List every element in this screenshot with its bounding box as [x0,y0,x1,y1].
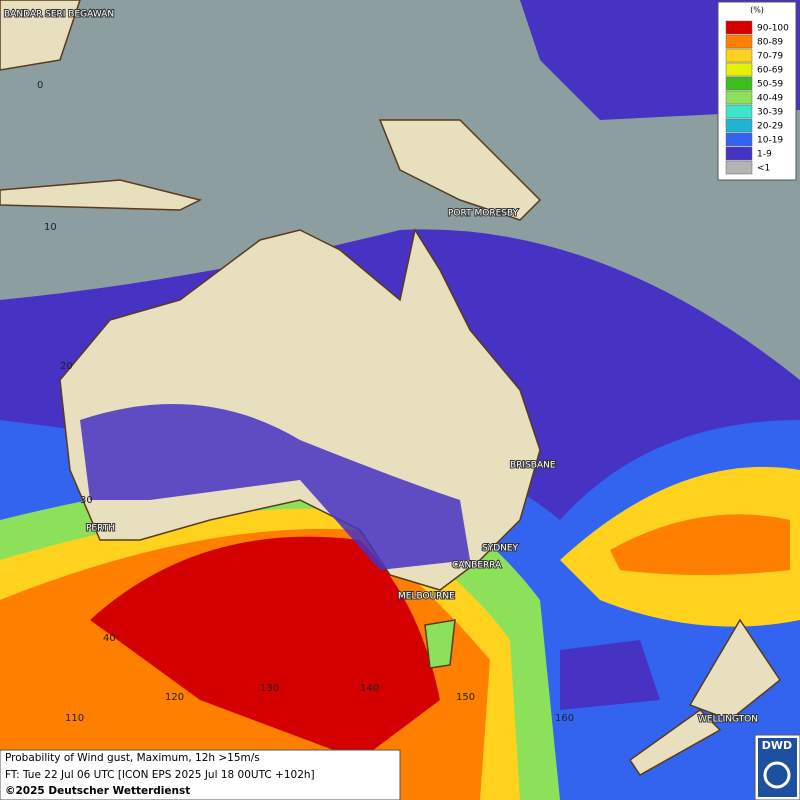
city-label: MELBOURNE [398,592,455,602]
city-label: SYDNEY [482,544,519,554]
lat-label: 40 [103,633,116,644]
legend-title: (%) [750,6,764,15]
legend-swatch [725,90,753,105]
city-label: PORT MORESBY [448,209,519,219]
city-label: BANDAR SERI BEGAWAN [4,10,114,20]
legend-swatch [725,104,753,119]
legend-label: 60-69 [757,66,783,76]
band-inland [80,404,470,570]
tasmania [424,619,456,669]
legend-label: <1 [757,164,770,174]
legend-label: 90-100 [757,24,789,34]
legend-swatch [725,20,753,35]
logo-icon [763,761,791,789]
legend-swatch [725,48,753,63]
legend-swatch [725,62,753,77]
band-90-100 [90,536,440,760]
legend-swatch [725,160,753,175]
legend-swatch [725,132,753,147]
city-label: CANBERRA [452,561,502,571]
legend-label: 1-9 [757,150,772,160]
indonesia [0,179,203,211]
city-label: BRISBANE [510,461,556,471]
logo-text: DWD [762,739,792,752]
city-label: WELLINGTON [698,715,758,725]
legend-label: 50-59 [757,80,783,90]
legend-swatch [725,34,753,49]
lon-label: 160 [555,713,574,724]
legend-label: 40-49 [757,94,783,104]
legend-swatch [725,76,753,91]
legend-label: 10-19 [757,136,783,146]
legend-swatch [725,118,753,133]
caption-line: ©2025 Deutscher Wetterdienst [5,785,190,797]
lon-label: 110 [65,713,84,724]
caption-line: Probability of Wind gust, Maximum, 12h >… [5,752,260,764]
band-low [560,640,660,710]
legend-swatch [725,146,753,161]
lon-label: 150 [456,692,475,703]
legend: (%) 90-100 80-89 70-79 60-69 50-59 40-49 30-39… [717,1,797,181]
legend-label: 80-89 [757,38,783,48]
new-zealand [628,618,782,776]
legend-label: 20-29 [757,122,783,132]
band-80-89-east [610,514,790,575]
caption-box [0,749,401,800]
legend-label: 70-79 [757,52,783,62]
lon-label: 120 [165,692,184,703]
lat-label: 30 [80,495,93,506]
lat-label: 0 [37,80,43,91]
city-label: PERTH [86,524,115,534]
borneo [0,0,81,71]
lon-label: 140 [360,683,379,694]
lat-label: 20 [60,361,73,372]
lon-label: 130 [260,683,279,694]
caption-line: FT: Tue 22 Jul 06 UTC [ICON EPS 2025 Jul… [5,769,315,781]
new-guinea [378,119,542,221]
lat-label: 10 [44,222,57,233]
legend-label: 30-39 [757,108,783,118]
